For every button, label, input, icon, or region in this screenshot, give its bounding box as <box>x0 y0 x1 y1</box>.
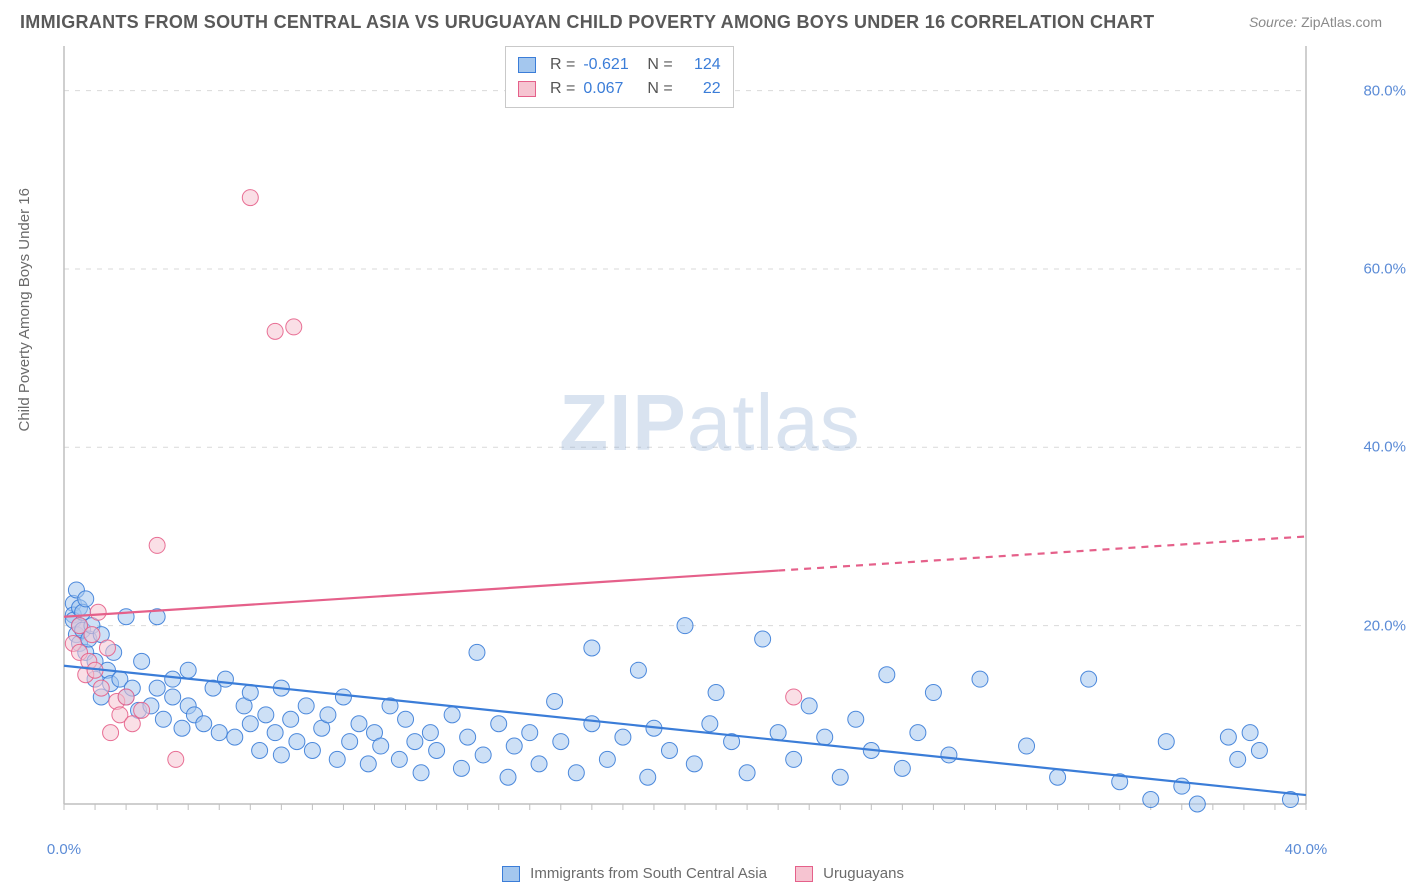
legend-item-2: Uruguayans <box>795 865 904 882</box>
legend-row-series-1: R = -0.621 N = 124 <box>518 53 721 77</box>
correlation-legend: R = -0.621 N = 124 R = 0.067 N = 22 <box>505 46 734 108</box>
legend-item-1: Immigrants from South Central Asia <box>502 865 767 882</box>
x-tick-label: 0.0% <box>47 841 81 858</box>
y-tick-label: 20.0% <box>1363 617 1406 634</box>
source-value: ZipAtlas.com <box>1301 14 1382 30</box>
n-value-2: 22 <box>681 77 721 101</box>
r-value-1: -0.621 <box>583 53 639 77</box>
legend-row-series-2: R = 0.067 N = 22 <box>518 77 721 101</box>
y-axis-label: Child Poverty Among Boys Under 16 <box>16 188 33 431</box>
n-label-1: N = <box>647 53 672 77</box>
r-label-2: R = <box>550 77 575 101</box>
legend-label-2: Uruguayans <box>823 865 904 882</box>
n-value-1: 124 <box>681 53 721 77</box>
series-legend: Immigrants from South Central Asia Urugu… <box>502 865 904 882</box>
y-tick-label: 60.0% <box>1363 260 1406 277</box>
chart-title: IMMIGRANTS FROM SOUTH CENTRAL ASIA VS UR… <box>20 12 1154 33</box>
r-label-1: R = <box>550 53 575 77</box>
x-tick-label: 40.0% <box>1285 841 1328 858</box>
r-value-2: 0.067 <box>583 77 639 101</box>
swatch-icon-1 <box>502 866 520 882</box>
scatter-plot: R = -0.621 N = 124 R = 0.067 N = 22 ZIPa… <box>60 44 1360 834</box>
swatch-icon-2 <box>795 866 813 882</box>
y-tick-label: 40.0% <box>1363 439 1406 456</box>
n-label-2: N = <box>647 77 672 101</box>
chart-canvas <box>60 44 1360 834</box>
y-tick-label: 80.0% <box>1363 82 1406 99</box>
swatch-series-2 <box>518 81 536 97</box>
legend-label-1: Immigrants from South Central Asia <box>530 865 767 882</box>
source-attribution: Source: ZipAtlas.com <box>1249 14 1382 30</box>
swatch-series-1 <box>518 57 536 73</box>
source-label: Source: <box>1249 14 1297 30</box>
